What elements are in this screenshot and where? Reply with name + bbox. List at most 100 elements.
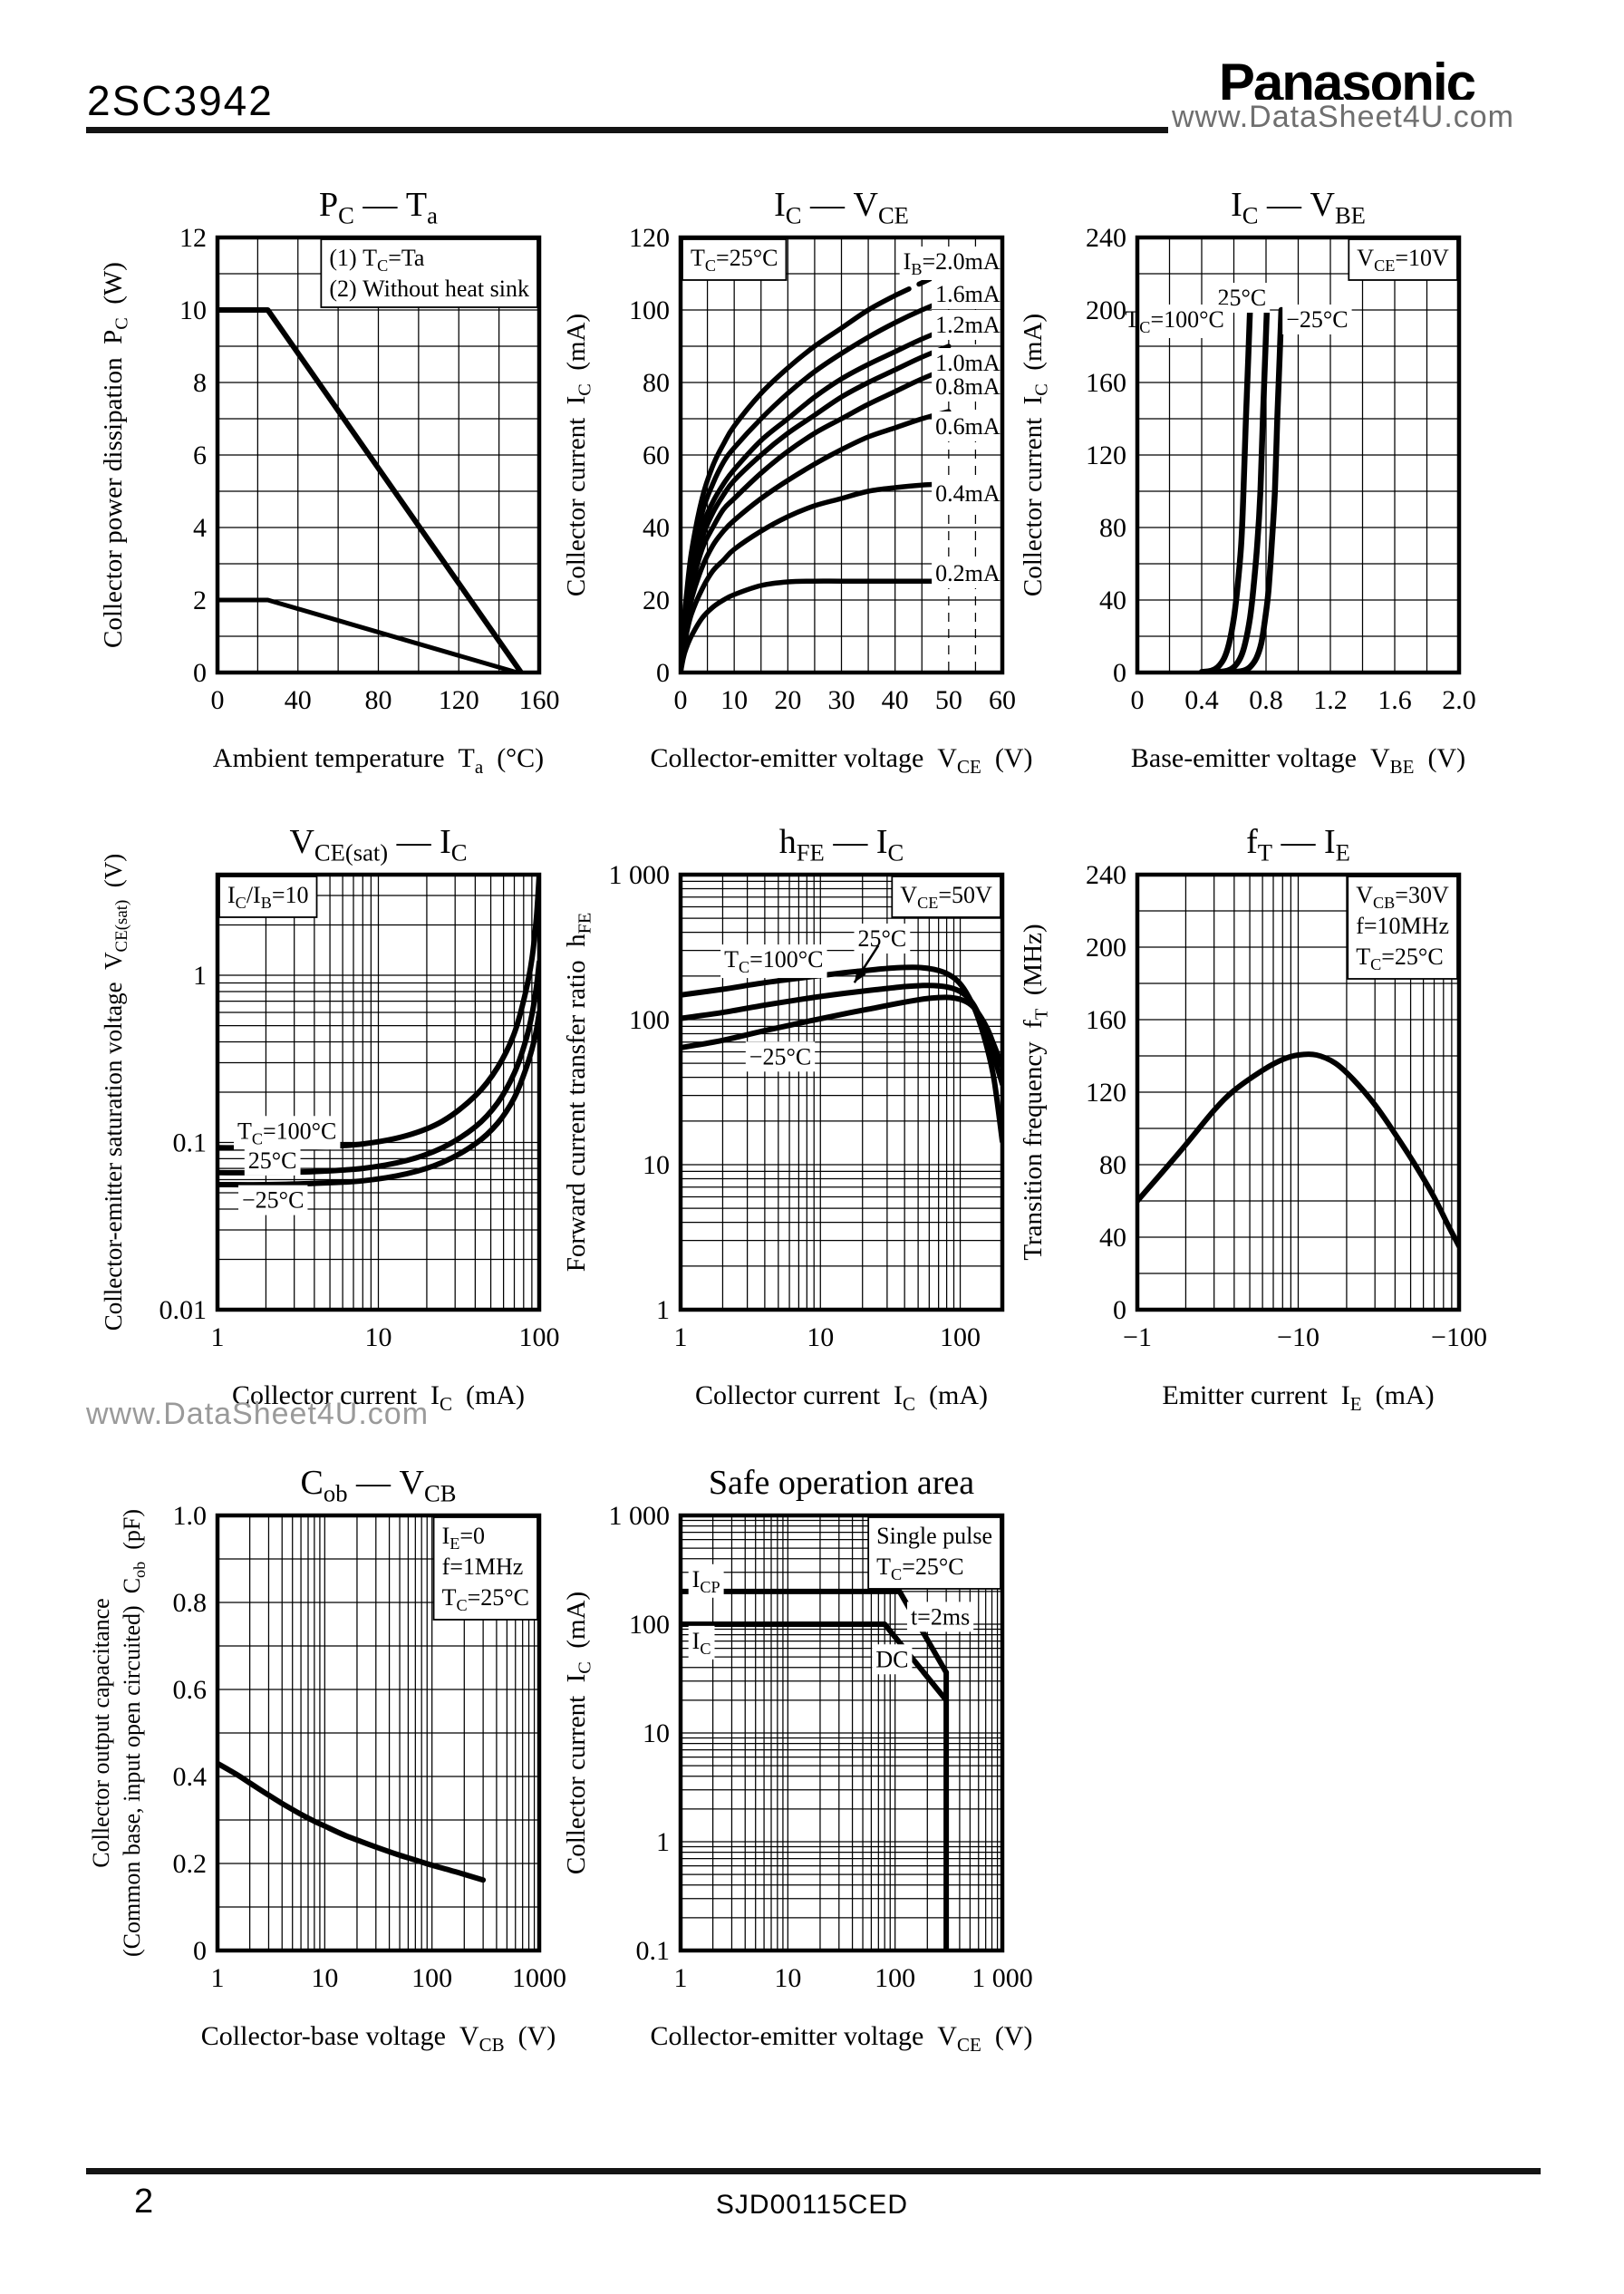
svg-text:TC=25°C: TC=25°C xyxy=(876,1554,963,1583)
chart-ic-vce: TC=25°C IB=2.0mA 1.6mA 1.2mA 1.0mA 0.8mA 0.6mA… xyxy=(545,174,1039,813)
page-number: 2 xyxy=(134,2183,154,2221)
curve xyxy=(217,1010,540,1188)
plot-frame xyxy=(678,235,1005,675)
svg-text:80: 80 xyxy=(643,368,670,398)
plot-frame xyxy=(1135,235,1462,675)
svg-text:(2) Without heat sink: (2) Without heat sink xyxy=(329,276,529,302)
curve xyxy=(680,964,1003,1145)
curves xyxy=(217,307,524,673)
svg-text:1: 1 xyxy=(656,1827,670,1857)
svg-text:10: 10 xyxy=(720,685,748,715)
svg-text:40: 40 xyxy=(1099,586,1126,615)
svg-text:240: 240 xyxy=(1086,223,1126,253)
curve-label: ICP xyxy=(692,1566,720,1596)
svg-text:1: 1 xyxy=(656,1295,670,1325)
curve-label: 1.6mA xyxy=(935,281,1000,307)
svg-text:0.01: 0.01 xyxy=(160,1295,208,1325)
svg-text:100: 100 xyxy=(875,1963,915,1993)
condition-box: VCE=50V xyxy=(891,876,1001,918)
page-watermark: www.DataSheet4U.com xyxy=(86,1397,430,1431)
svg-text:Single pulse: Single pulse xyxy=(876,1523,992,1549)
condition-box: IC/IB=10 xyxy=(218,876,318,918)
curves xyxy=(217,1760,487,1883)
svg-text:2: 2 xyxy=(193,586,207,615)
svg-text:80: 80 xyxy=(1099,513,1126,543)
condition-box: (1) TC=Ta(2) Without heat sink xyxy=(320,238,538,308)
curve xyxy=(680,994,1003,1069)
curves xyxy=(1198,306,1285,673)
plot-frame xyxy=(1135,872,1462,1312)
axis-labels: IC — VCE 0 10 20 30 40 50 60 0 20 40 60 80 100 120 Coll… xyxy=(562,186,1032,778)
svg-text:1 000: 1 000 xyxy=(609,1501,671,1531)
svg-text:1000: 1000 xyxy=(512,1963,566,1993)
svg-text:0: 0 xyxy=(674,685,688,715)
doc-code: SJD00115CED xyxy=(715,2190,909,2220)
svg-text:10: 10 xyxy=(774,1963,801,1993)
annotations: VCE=50V TC=100°C 25°C −25°C xyxy=(720,876,1001,1072)
svg-text:10: 10 xyxy=(807,1322,834,1352)
header-rule xyxy=(86,127,1486,133)
curve-label: 25°C xyxy=(248,1147,297,1174)
svg-text:1 000: 1 000 xyxy=(609,860,671,890)
curve xyxy=(680,1588,950,1676)
svg-text:0: 0 xyxy=(193,1936,207,1966)
svg-text:TC=25°C: TC=25°C xyxy=(1356,944,1443,973)
svg-text:160: 160 xyxy=(1086,1005,1126,1035)
svg-text:40: 40 xyxy=(643,513,670,543)
chart-title: fT — IE xyxy=(1246,823,1350,866)
curve xyxy=(680,481,952,673)
svg-text:80: 80 xyxy=(365,685,392,715)
svg-text:TC=25°C: TC=25°C xyxy=(691,245,778,275)
curve-label: TC=100°C xyxy=(724,946,823,976)
svg-text:100: 100 xyxy=(629,1005,670,1035)
y-axis-title: (Common base, input open circuited) Cob … xyxy=(119,1509,149,1957)
chart-title: IC — VCE xyxy=(774,186,909,229)
svg-text:f=10MHz: f=10MHz xyxy=(1356,913,1449,939)
curve-label: 1.2mA xyxy=(935,312,1000,338)
svg-text:0.8: 0.8 xyxy=(1249,685,1283,715)
svg-text:40: 40 xyxy=(1099,1223,1126,1253)
x-axis-title: Emitter current IE (mA) xyxy=(1162,1380,1434,1415)
svg-text:0: 0 xyxy=(1113,658,1126,688)
y-axis-title: Collector current IC (mA) xyxy=(562,1592,595,1874)
axis-labels: hFE — IC 1 10 100 1 10 100 1 000 Collector curre… xyxy=(562,823,988,1415)
x-axis-title: Collector-emitter voltage VCE (V) xyxy=(651,2021,1033,2056)
svg-text:120: 120 xyxy=(1086,1078,1126,1108)
x-axis-title: Collector-base voltage VCB (V) xyxy=(201,2021,556,2056)
curve xyxy=(1231,306,1285,673)
svg-text:10: 10 xyxy=(311,1963,338,1993)
svg-text:VCB=30V: VCB=30V xyxy=(1356,882,1449,912)
svg-text:1.6: 1.6 xyxy=(1378,685,1412,715)
svg-text:0: 0 xyxy=(211,685,225,715)
curve xyxy=(217,597,520,673)
svg-text:1.0: 1.0 xyxy=(173,1501,208,1531)
curve-label: −25°C xyxy=(1286,306,1348,333)
axis-labels: Cob — VCB 1 10 100 1000 0 0.2 0.4 0.6 0.8 1.0 Colle… xyxy=(88,1464,566,2056)
svg-text:f=1MHz: f=1MHz xyxy=(442,1554,524,1580)
svg-text:0.8: 0.8 xyxy=(173,1588,208,1618)
curve xyxy=(217,959,540,1176)
chart-svg-ic_vce: TC=25°C IB=2.0mA1.6mA1.2mA1.0mA0.8mA0.6mA… xyxy=(562,186,1032,778)
curves xyxy=(680,964,1003,1145)
svg-text:20: 20 xyxy=(643,586,670,615)
y-axis-title: Forward current transfer ratio hFE xyxy=(562,913,595,1273)
svg-text:1: 1 xyxy=(211,1963,225,1993)
svg-text:160: 160 xyxy=(519,685,560,715)
svg-text:40: 40 xyxy=(882,685,909,715)
svg-text:1: 1 xyxy=(674,1322,688,1352)
svg-text:80: 80 xyxy=(1099,1150,1126,1180)
svg-text:120: 120 xyxy=(629,223,670,253)
svg-text:0.4: 0.4 xyxy=(173,1762,208,1792)
svg-text:1: 1 xyxy=(674,1963,688,1993)
axis-labels: PC — Ta 0 40 80 120 160 0 2 4 6 8 10 12 Ambient tempe… xyxy=(99,186,560,778)
y-axis-title: Collector-emitter saturation voltage VCE… xyxy=(100,854,131,1331)
svg-text:IE=0: IE=0 xyxy=(442,1523,485,1553)
grid xyxy=(680,874,1003,1311)
plot-frame xyxy=(215,235,542,675)
